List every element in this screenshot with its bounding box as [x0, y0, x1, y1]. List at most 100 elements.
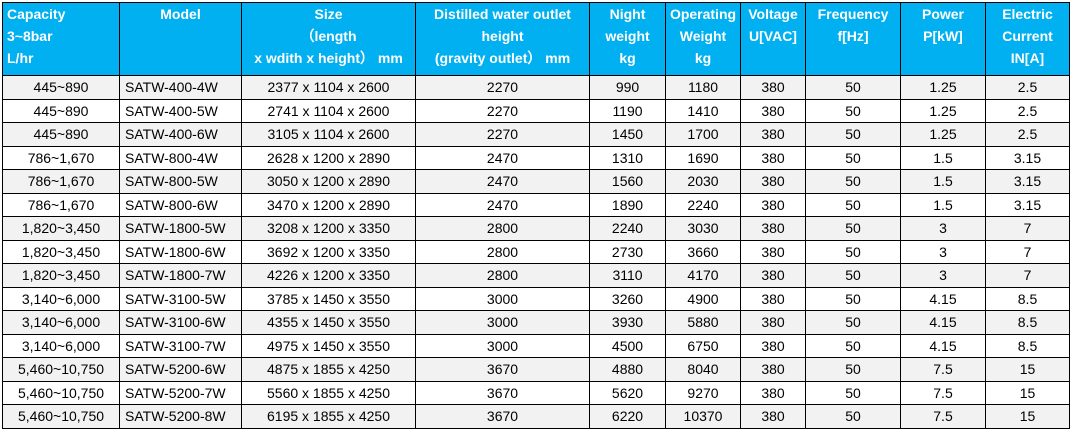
cell-power: 1.25 [900, 122, 986, 147]
cell-current: 7 [985, 239, 1070, 264]
cell-frequency: 50 [805, 380, 901, 405]
cell-night-weight: 2730 [589, 239, 666, 264]
header-line: height [481, 28, 524, 44]
header-line: Size [314, 6, 343, 22]
cell-frequency: 50 [805, 263, 901, 288]
header-voltage: Voltage U[VAC] [740, 2, 806, 76]
cell-model: SATW-800-5W [119, 169, 242, 194]
cell-model: SATW-3100-5W [119, 286, 242, 311]
header-line: 3~8bar [7, 28, 53, 44]
cell-operating-weight: 2030 [665, 169, 741, 194]
header-line: Current [1002, 28, 1053, 44]
cell-outlet-height: 2470 [415, 169, 590, 194]
cell-size: 3470 x 1200 x 2890 [241, 192, 416, 217]
cell-power: 1.5 [900, 192, 986, 217]
table-row: 3,140~6,000 SATW-3100-7W 4975 x 1450 x 355… [2, 333, 1070, 358]
cell-night-weight: 4500 [589, 333, 666, 358]
cell-power: 7.5 [900, 357, 986, 382]
cell-power: 1.25 [900, 75, 986, 100]
cell-capacity: 786~1,670 [2, 169, 120, 194]
cell-model: SATW-3100-7W [119, 333, 242, 358]
cell-night-weight: 1560 [589, 169, 666, 194]
cell-current: 3.15 [985, 145, 1070, 170]
cell-operating-weight: 8040 [665, 357, 741, 382]
cell-frequency: 50 [805, 169, 901, 194]
cell-operating-weight: 3660 [665, 239, 741, 264]
header-night-weight: Night weight kg [589, 2, 666, 76]
cell-capacity: 786~1,670 [2, 192, 120, 217]
header-line: x wdith x height） mm [254, 50, 403, 66]
cell-power: 3 [900, 239, 986, 264]
cell-model: SATW-400-5W [119, 98, 242, 123]
cell-night-weight: 990 [589, 75, 666, 100]
header-line: Weight [679, 28, 727, 44]
cell-capacity: 786~1,670 [2, 145, 120, 170]
cell-voltage: 380 [740, 216, 806, 241]
cell-operating-weight: 9270 [665, 380, 741, 405]
cell-night-weight: 3110 [589, 263, 666, 288]
cell-power: 4.15 [900, 310, 986, 335]
table-row: 5,460~10,750 SATW-5200-8W 6195 x 1855 x 42… [2, 404, 1070, 429]
cell-outlet-height: 3000 [415, 310, 590, 335]
cell-night-weight: 1190 [589, 98, 666, 123]
header-model: Model [119, 2, 242, 76]
cell-night-weight: 4880 [589, 357, 666, 382]
cell-power: 7.5 [900, 380, 986, 405]
header-row: Capacity 3~8bar L/hr Model Size （length x wdit… [2, 2, 1070, 76]
cell-current: 7 [985, 216, 1070, 241]
cell-size: 5560 x 1855 x 4250 [241, 380, 416, 405]
cell-capacity: 5,460~10,750 [2, 380, 120, 405]
header-line: Operating [669, 6, 737, 22]
cell-frequency: 50 [805, 357, 901, 382]
header-outlet-height: Distilled water outlet height (gravity out… [415, 2, 590, 76]
header-line: U[VAC] [749, 28, 797, 44]
cell-current: 15 [985, 404, 1070, 429]
header-operating-weight: Operating Weight kg [665, 2, 741, 76]
cell-voltage: 380 [740, 239, 806, 264]
table-row: 1,820~3,450 SATW-1800-6W 3692 x 1200 x 335… [2, 239, 1070, 264]
cell-model: SATW-400-6W [119, 122, 242, 147]
cell-voltage: 380 [740, 263, 806, 288]
cell-size: 3105 x 1104 x 2600 [241, 122, 416, 147]
cell-outlet-height: 3670 [415, 357, 590, 382]
header-line: Frequency [817, 6, 889, 22]
header-line: f[Hz] [837, 28, 869, 44]
cell-capacity: 445~890 [2, 122, 120, 147]
table-row: 3,140~6,000 SATW-3100-6W 4355 x 1450 x 355… [2, 310, 1070, 335]
cell-outlet-height: 2800 [415, 239, 590, 264]
cell-operating-weight: 4900 [665, 286, 741, 311]
cell-operating-weight: 1700 [665, 122, 741, 147]
table-row: 445~890 SATW-400-5W 2741 x 1104 x 2600 2270… [2, 98, 1070, 123]
cell-operating-weight: 5880 [665, 310, 741, 335]
cell-capacity: 1,820~3,450 [2, 263, 120, 288]
cell-current: 8.5 [985, 333, 1070, 358]
header-line: P[kW] [923, 28, 963, 44]
cell-size: 3208 x 1200 x 3350 [241, 216, 416, 241]
cell-operating-weight: 1410 [665, 98, 741, 123]
cell-operating-weight: 6750 [665, 333, 741, 358]
cell-power: 3 [900, 263, 986, 288]
cell-operating-weight: 1180 [665, 75, 741, 100]
cell-model: SATW-1800-6W [119, 239, 242, 264]
cell-night-weight: 2240 [589, 216, 666, 241]
table-header: Capacity 3~8bar L/hr Model Size （length x wdit… [2, 2, 1070, 76]
cell-outlet-height: 2800 [415, 263, 590, 288]
table-row: 3,140~6,000 SATW-3100-5W 3785 x 1450 x 355… [2, 286, 1070, 311]
cell-voltage: 380 [740, 169, 806, 194]
cell-night-weight: 6220 [589, 404, 666, 429]
cell-power: 3 [900, 216, 986, 241]
cell-voltage: 380 [740, 310, 806, 335]
cell-voltage: 380 [740, 404, 806, 429]
cell-size: 4355 x 1450 x 3550 [241, 310, 416, 335]
header-frequency: Frequency f[Hz] [805, 2, 901, 76]
cell-night-weight: 1450 [589, 122, 666, 147]
cell-capacity: 5,460~10,750 [2, 357, 120, 382]
header-line: Electric [1002, 6, 1053, 22]
cell-model: SATW-5200-6W [119, 357, 242, 382]
cell-night-weight: 1310 [589, 145, 666, 170]
header-size: Size （length x wdith x height） mm [241, 2, 416, 76]
cell-model: SATW-3100-6W [119, 310, 242, 335]
cell-capacity: 1,820~3,450 [2, 239, 120, 264]
header-line: Distilled water outlet [434, 6, 571, 22]
cell-model: SATW-1800-5W [119, 216, 242, 241]
